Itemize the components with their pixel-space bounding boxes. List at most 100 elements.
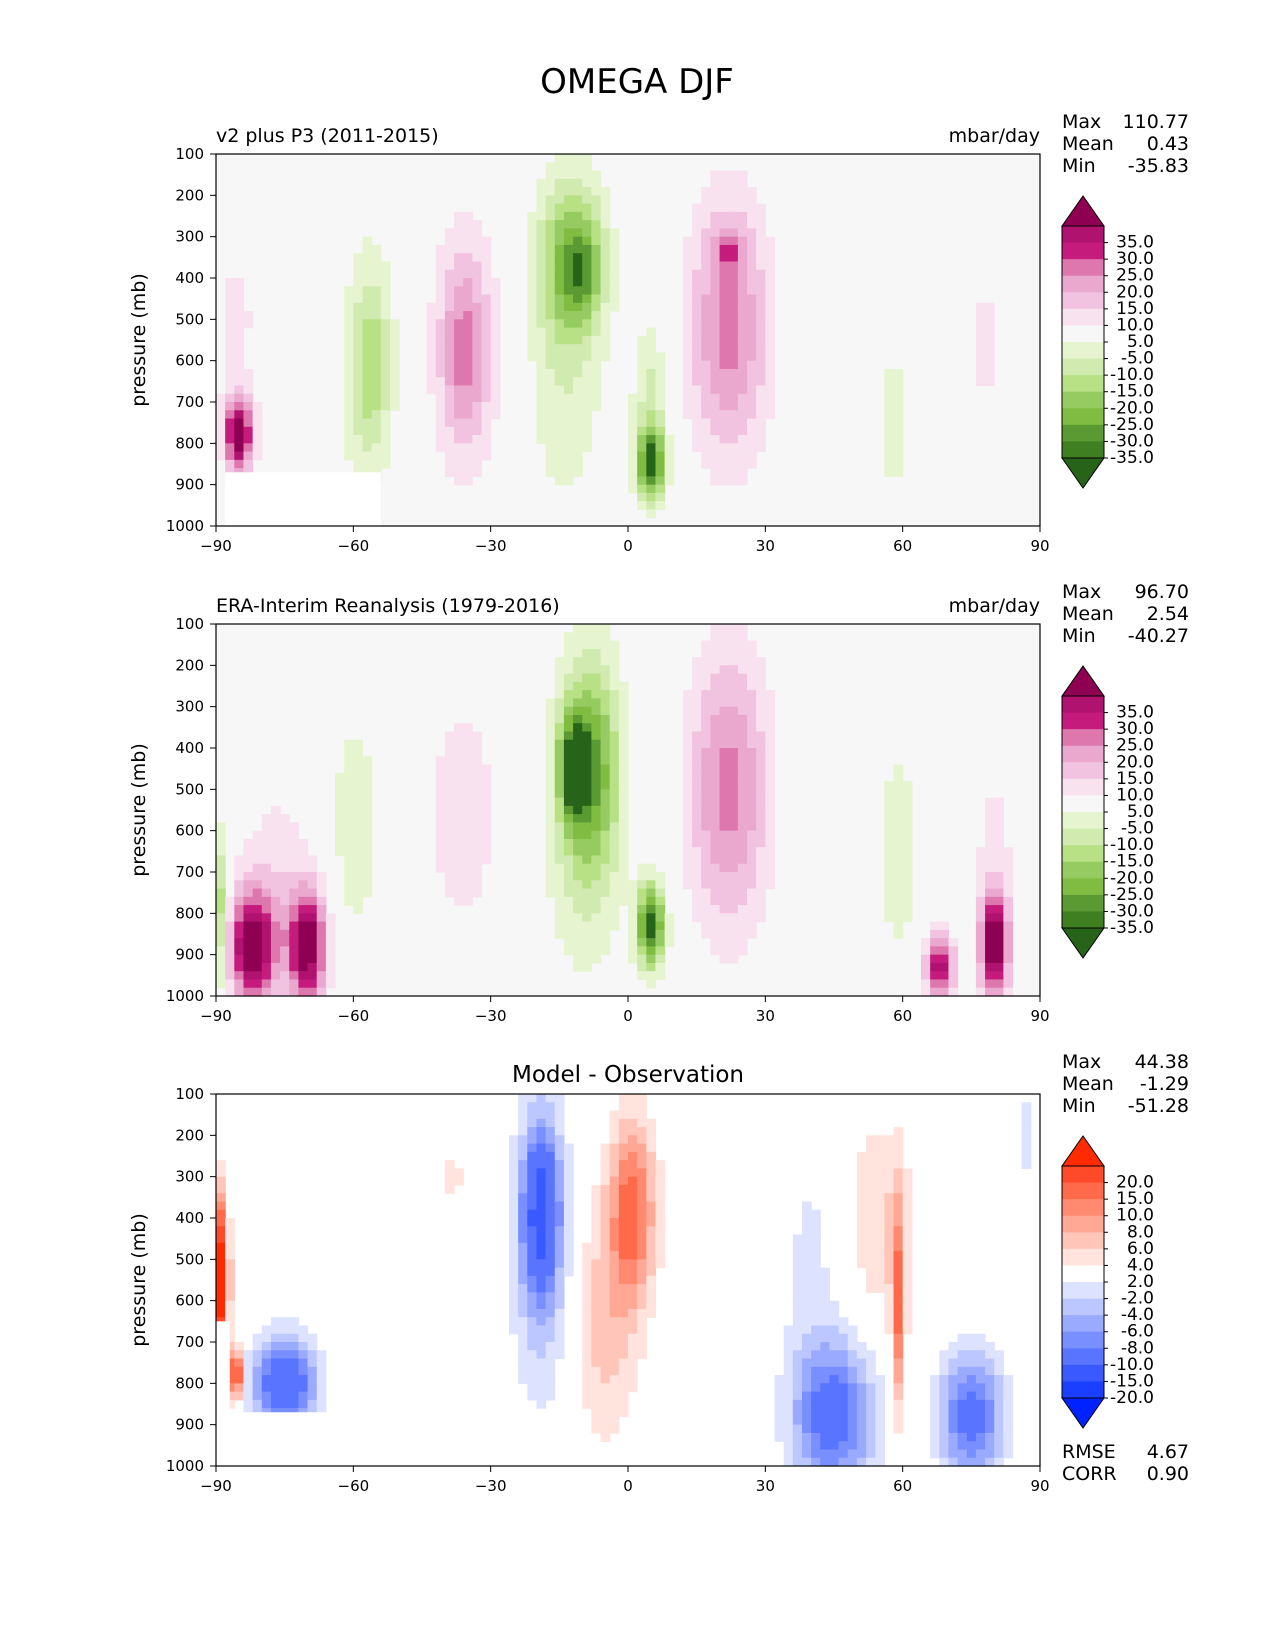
contour-cell [893,1168,904,1178]
contour-cell [454,872,464,881]
contour-cell [884,377,895,387]
contour-cell [545,855,556,865]
contour-cell [747,681,757,691]
contour-cell [975,1375,986,1384]
contour-cell [563,640,574,650]
contour-cell [737,476,748,486]
y-tick-label: 100 [175,145,204,163]
contour-cell [353,426,364,436]
contour-cell [454,228,464,238]
contour-cell [591,236,602,246]
contour-cell [591,360,602,370]
contour-cell [472,335,483,345]
contour-cell [783,1358,794,1368]
contour-cell [289,1375,299,1384]
contour-cell [985,830,995,840]
contour-cell [573,269,583,279]
contour-cell [545,402,556,411]
contour-cell [719,319,730,329]
contour-cell [573,294,583,304]
contour-cell [966,1449,977,1459]
contour-cell [527,1366,538,1376]
contour-cell [563,402,574,411]
contour-cell [747,789,757,799]
contour-cell [481,789,492,799]
contour-cell [893,1424,904,1434]
contour-cell [756,418,766,428]
contour-cell [252,938,263,947]
contour-cell [628,1366,638,1376]
contour-cell [527,1110,538,1120]
stat-value: 96.70 [1135,581,1189,603]
contour-cell [618,1242,629,1252]
contour-cell [756,723,766,733]
contour-cell [444,1160,455,1169]
contour-cell [747,335,757,345]
contour-cell [747,385,757,395]
contour-cell [573,797,583,807]
contour-cell [573,640,583,650]
contour-cell [371,385,382,395]
y-tick-label: 300 [175,228,204,246]
contour-cell [628,1267,638,1277]
contour-cell [536,1094,547,1103]
contour-cell [490,393,501,403]
contour-cell [582,690,592,699]
contour-cell [975,954,986,964]
contour-cell [573,203,583,213]
contour-cell [280,954,290,964]
contour-cell [600,1160,611,1169]
contour-cell [902,838,913,848]
contour-cell [554,418,565,428]
contour-cell [371,278,382,287]
contour-cell [719,748,730,757]
x-tick-label: −60 [338,1007,370,1025]
contour-cell [628,888,638,898]
colorbar-segment [1062,795,1104,813]
contour-cell [527,278,538,287]
contour-cell [692,690,702,699]
panel-title: ERA-Interim Reanalysis (1979-2016) [216,595,560,617]
contour-cell [820,1350,831,1360]
contour-cell [591,805,602,815]
contour-cell [1003,872,1014,881]
contour-cell [353,443,364,453]
contour-cell [435,756,446,766]
contour-cell [216,426,226,436]
contour-cell [701,335,711,345]
contour-cell [508,1151,519,1161]
contour-cell [618,1184,629,1194]
contour-cell [582,723,592,733]
contour-cell [948,1408,959,1417]
contour-cell [628,1168,638,1178]
contour-cell [637,1333,647,1343]
contour-cell [756,814,766,823]
contour-cell [792,1383,803,1393]
contour-cell [655,913,666,923]
contour-cell [719,838,730,848]
contour-cell [646,368,657,378]
contour-cell [628,929,638,939]
contour-cell [554,1308,565,1318]
contour-cell [637,1308,647,1318]
contour-cell [243,319,254,329]
contour-cell [701,739,711,749]
contour-cell [1003,1399,1014,1409]
contour-cell [582,880,592,890]
contour-cell [316,880,327,890]
contour-cell [637,1102,647,1112]
contour-cell [609,648,620,658]
contour-cell [362,410,373,420]
contour-cell [563,1218,574,1227]
y-tick-label: 600 [175,352,204,370]
contour-cell [518,1300,528,1310]
contour-cell [536,1160,547,1169]
contour-cell [847,1333,858,1343]
contour-cell [801,1275,812,1285]
contour-cell [518,1358,528,1368]
contour-cell [389,385,400,395]
contour-cell [618,847,629,857]
contour-cell [353,739,364,749]
colorbar-label: -10.0 [1110,835,1154,855]
contour-cell [994,1449,1004,1459]
